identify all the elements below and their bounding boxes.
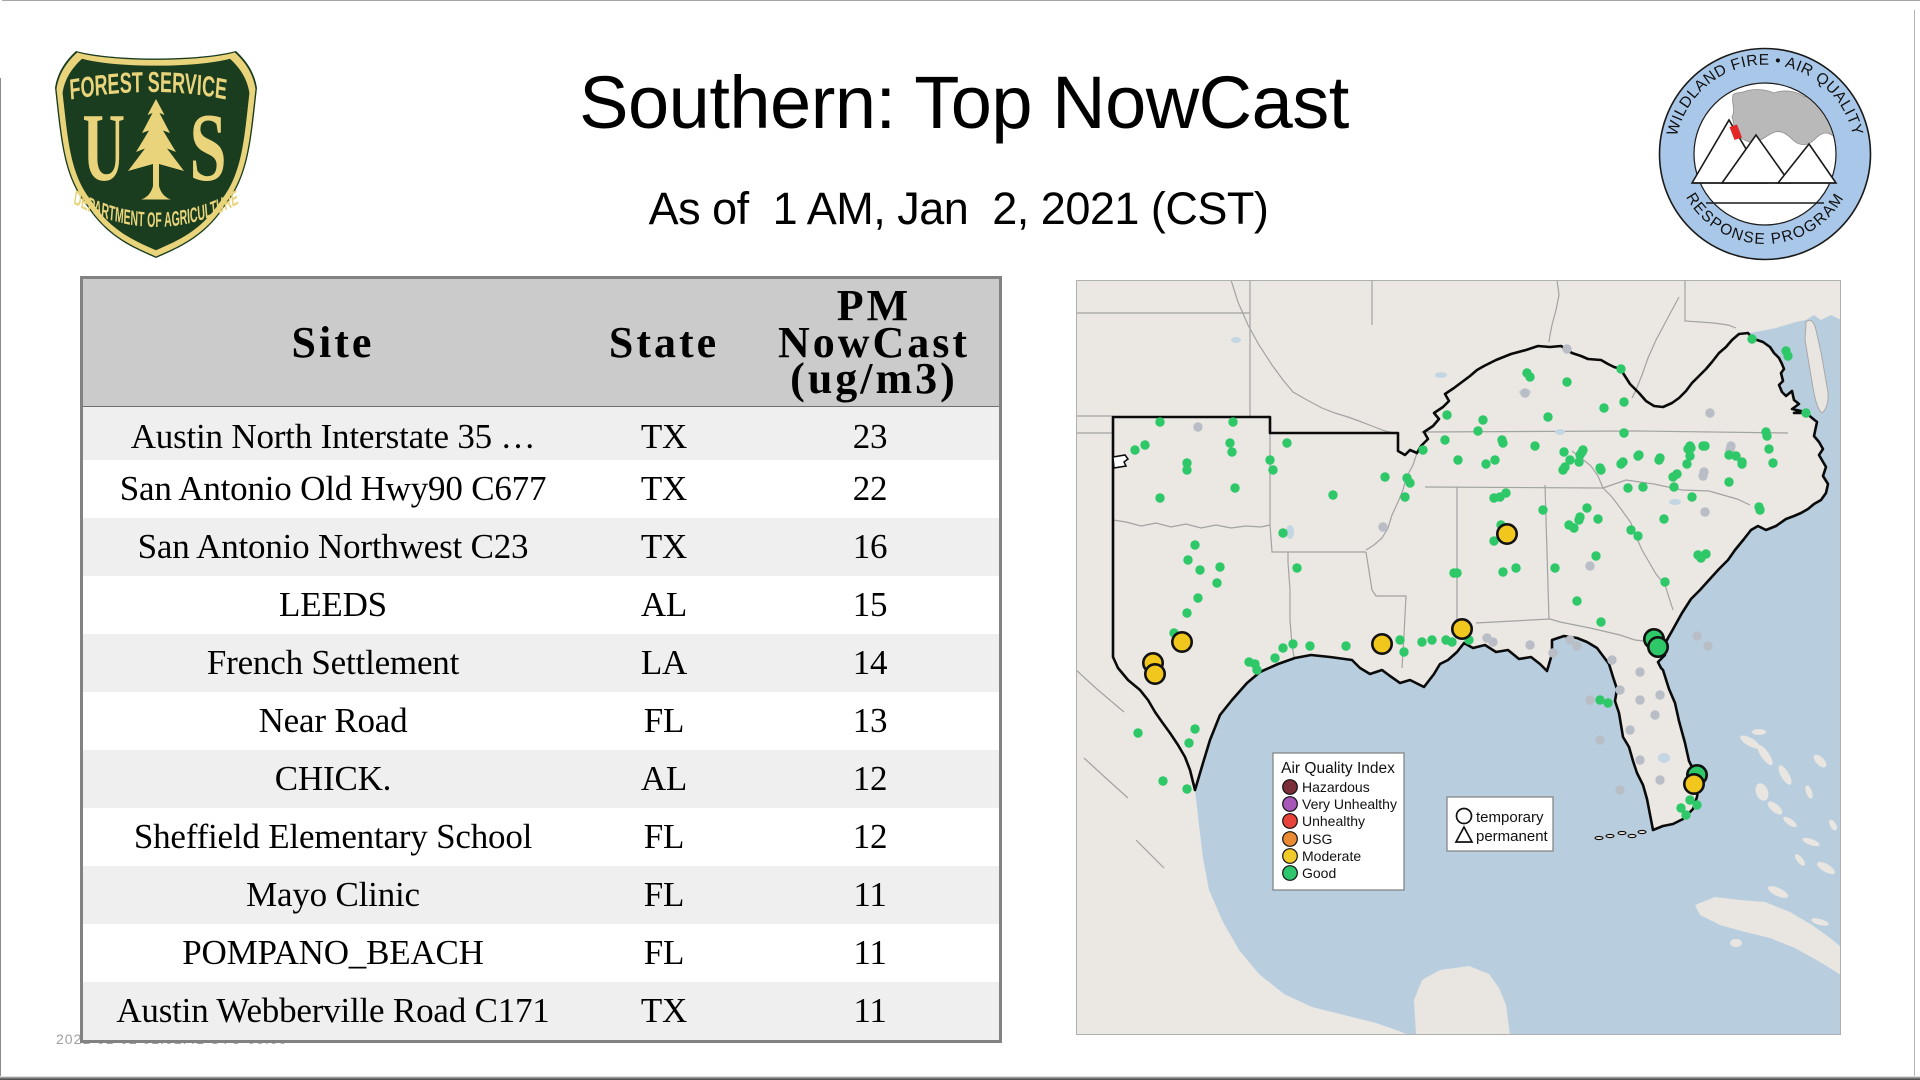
svg-text:Hazardous: Hazardous	[1302, 779, 1370, 795]
svg-text:permanent: permanent	[1476, 828, 1549, 845]
svg-text:U: U	[83, 94, 125, 202]
svg-text:temporary: temporary	[1476, 809, 1544, 826]
svg-text:USG: USG	[1302, 831, 1332, 847]
svg-text:Unhealthy: Unhealthy	[1302, 813, 1365, 829]
svg-text:Air Quality Index: Air Quality Index	[1281, 760, 1395, 777]
svg-text:Moderate: Moderate	[1302, 848, 1361, 864]
svg-text:S: S	[190, 93, 227, 202]
svg-text:Good: Good	[1302, 865, 1336, 881]
svg-text:Very Unhealthy: Very Unhealthy	[1302, 796, 1397, 812]
